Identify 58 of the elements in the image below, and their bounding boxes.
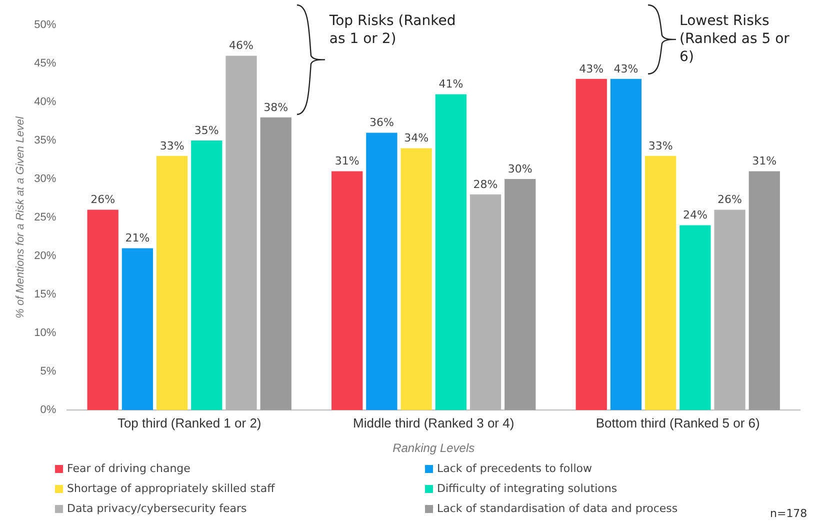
y-tick-label: 40% <box>34 96 56 108</box>
data-label: 33% <box>160 139 184 152</box>
data-label: 43% <box>614 62 638 76</box>
bar <box>156 156 188 410</box>
bar <box>260 117 292 410</box>
bar <box>748 171 780 410</box>
annotation: Top Risks (Ranked as 1 or 2) <box>329 12 457 48</box>
data-label: 31% <box>334 154 360 168</box>
data-label: 33% <box>648 139 673 152</box>
legend-label: Fear of driving change <box>66 462 192 475</box>
y-tick-label: 50% <box>34 19 56 32</box>
data-label: 26% <box>90 193 116 206</box>
y-tick-label: 20% <box>34 250 56 262</box>
data-label: 35% <box>194 124 219 137</box>
data-label: 36% <box>369 116 394 130</box>
bar <box>644 156 676 410</box>
data-label: 28% <box>473 178 498 191</box>
y-tick-label: 45% <box>34 58 56 70</box>
legend-label: Difficulty of integrating solutions <box>436 482 618 495</box>
data-label: 21% <box>125 232 150 245</box>
bar <box>122 248 154 410</box>
legend-label: Data privacy/cybersecurity fears <box>66 502 248 515</box>
legend-label: Lack of precedents to follow <box>436 462 593 475</box>
bar <box>400 148 432 410</box>
bar <box>366 132 398 410</box>
bar <box>191 140 222 410</box>
bar <box>87 210 118 410</box>
data-label: 34% <box>404 132 429 145</box>
bar <box>435 94 466 410</box>
y-tick-label: 15% <box>34 288 56 301</box>
data-label: 31% <box>752 154 777 168</box>
legend-label: Shortage of appropriately skilled staff <box>66 482 276 495</box>
x-tick-label: Middle third (Ranked 3 or 4) <box>353 415 514 430</box>
y-tick-label: 30% <box>34 173 56 186</box>
data-label: 43% <box>579 62 604 76</box>
data-label: 24% <box>682 208 708 222</box>
bar <box>576 78 607 410</box>
data-label: 30% <box>508 162 532 176</box>
data-label: 41% <box>438 78 464 91</box>
y-axis-title: % of Mentions for a Risk at a Given Level <box>14 116 27 318</box>
y-tick-label: 35% <box>34 134 56 147</box>
data-label: 26% <box>718 193 742 206</box>
y-tick-label: 25% <box>34 212 56 224</box>
y-tick-label: 10% <box>34 327 56 340</box>
data-label: 46% <box>229 39 254 52</box>
bar <box>680 225 711 410</box>
y-tick-label: 5% <box>40 366 56 378</box>
legend-label: Lack of standardisation of data and process <box>436 502 679 515</box>
data-label: 38% <box>264 100 288 114</box>
x-tick-label: Bottom third (Ranked 5 or 6) <box>596 415 760 430</box>
bar <box>504 179 536 410</box>
annotation: Lowest Risks (Ranked as 5 or 6) <box>680 12 790 66</box>
x-tick-label: Top third (Ranked 1 or 2) <box>117 415 262 430</box>
bar <box>332 171 363 410</box>
bar <box>610 78 642 410</box>
x-axis-title: Ranking Levels <box>392 441 475 456</box>
y-tick-label: 0% <box>40 404 56 416</box>
text: n=178 <box>770 507 808 520</box>
